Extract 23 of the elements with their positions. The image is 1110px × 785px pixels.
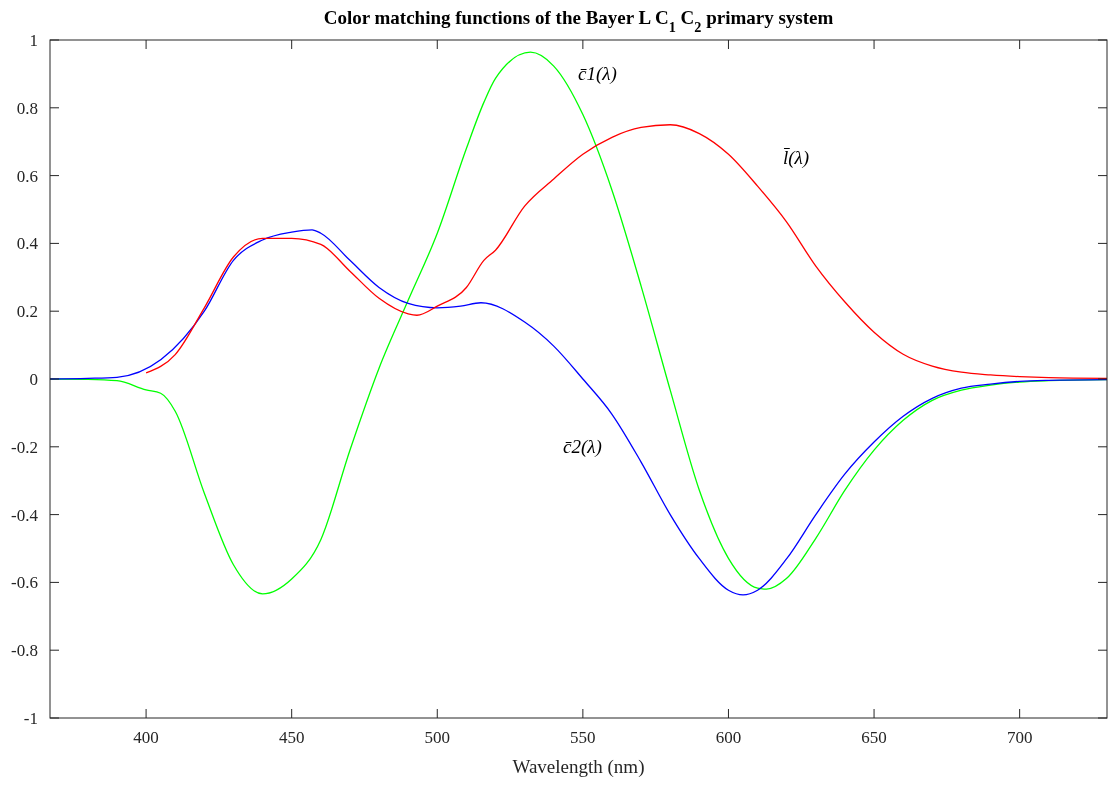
y-tick-label: -0.8	[11, 641, 38, 661]
x-tick-label: 400	[133, 728, 159, 747]
x-axis-title: Wavelength (nm)	[512, 756, 645, 778]
y-tick-label: 0.8	[16, 98, 38, 118]
y-tick-label: 1	[29, 31, 38, 50]
x-tick-label: 550	[570, 728, 596, 747]
series-label: c̄1(λ)	[578, 63, 617, 85]
y-tick-label: 0.2	[16, 302, 38, 322]
y-tick-label: 0.4	[16, 234, 39, 254]
x-tick-label: 700	[1006, 728, 1033, 747]
y-tick-label: -0.2	[11, 437, 38, 457]
chart-title: Color matching functions of the Bayer L C$_{1}$ C$_{2}$ primary system	[323, 7, 834, 35]
y-tick-label: -0.6	[11, 573, 38, 593]
y-tick-label: 0.6	[16, 166, 38, 186]
x-tick-label: 500	[424, 728, 451, 747]
x-tick-label: 450	[278, 728, 305, 747]
x-tick-label: 600	[715, 728, 742, 747]
x-tick-label: 650	[861, 728, 887, 747]
y-tick-label: 0	[29, 370, 38, 389]
y-tick-label: -1	[23, 709, 38, 728]
series-label: c̄2(λ)	[563, 436, 602, 458]
y-tick-label: -0.4	[11, 505, 39, 525]
series-label: l̄(λ)	[783, 147, 810, 169]
